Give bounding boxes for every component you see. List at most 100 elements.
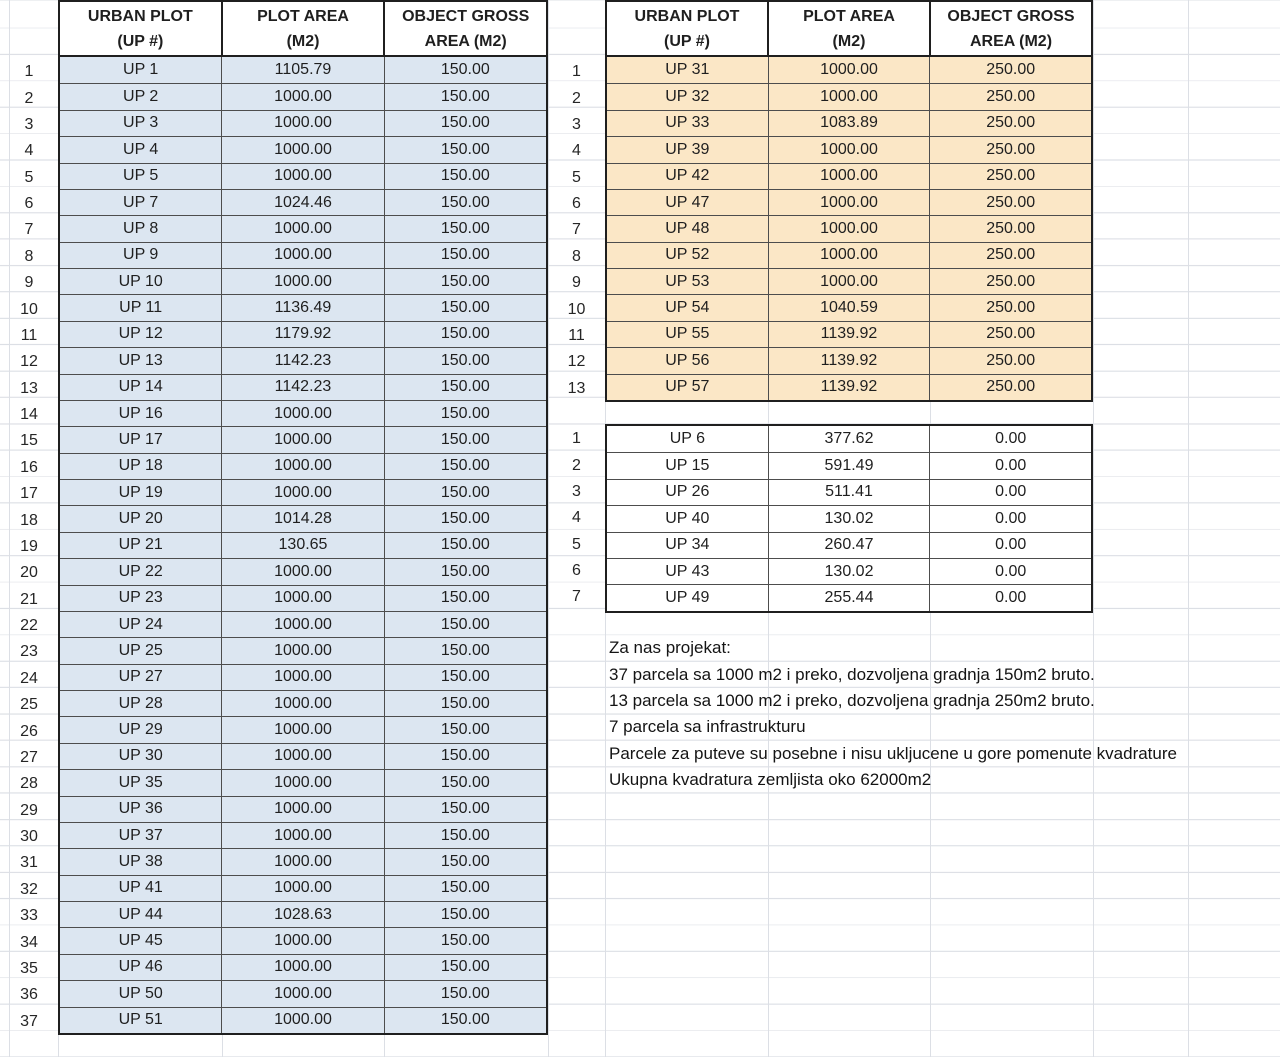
cell-gross-area[interactable]: 250.00 xyxy=(929,374,1091,400)
cell-plot-area[interactable]: 1000.00 xyxy=(221,427,383,453)
row-number[interactable]: 32 xyxy=(20,880,38,898)
note-line[interactable]: Parcele za puteve su posebne i nisu uklj… xyxy=(609,743,1177,763)
cell-urban-plot[interactable]: UP 51 xyxy=(118,1011,163,1029)
header-gross-area[interactable]: OBJECT GROSS AREA (M2) xyxy=(929,2,1091,55)
cell-gross-area[interactable]: 150.00 xyxy=(383,717,546,743)
cell-plot-area[interactable]: 1139.92 xyxy=(767,348,930,374)
cell-urban-plot[interactable]: UP 24 xyxy=(118,615,163,633)
cell-urban-plot[interactable]: UP 17 xyxy=(118,430,163,448)
cell-urban-plot[interactable]: UP 19 xyxy=(118,483,163,501)
cell-plot-area[interactable]: 377.62 xyxy=(767,426,930,453)
cell-plot-area[interactable]: 1000.00 xyxy=(221,638,383,664)
note-line[interactable]: Za nas projekat: xyxy=(609,638,731,658)
cell-urban-plot[interactable]: UP 2 xyxy=(123,88,159,106)
row-number[interactable]: 24 xyxy=(20,669,38,687)
cell-urban-plot[interactable]: UP 5 xyxy=(123,167,159,185)
cell-plot-area[interactable]: 1105.79 xyxy=(221,57,383,84)
cell-urban-plot[interactable]: UP 53 xyxy=(665,272,710,290)
row-number[interactable]: 2 xyxy=(572,89,581,107)
cell-plot-area[interactable]: 1000.00 xyxy=(767,189,930,216)
cell-gross-area[interactable]: 150.00 xyxy=(383,928,546,954)
row-number[interactable]: 20 xyxy=(20,564,38,582)
cell-urban-plot[interactable]: UP 42 xyxy=(665,167,710,185)
row-number[interactable]: 6 xyxy=(572,562,581,580)
cell-plot-area[interactable]: 1024.46 xyxy=(221,189,383,216)
cell-gross-area[interactable]: 0.00 xyxy=(929,453,1091,479)
row-number[interactable]: 28 xyxy=(20,775,38,793)
row-number[interactable]: 6 xyxy=(572,195,581,213)
cell-urban-plot[interactable]: UP 46 xyxy=(118,958,163,976)
row-number[interactable]: 3 xyxy=(24,115,34,133)
cell-urban-plot[interactable]: UP 18 xyxy=(118,457,163,475)
cell-plot-area[interactable]: 1000.00 xyxy=(767,57,930,84)
cell-gross-area[interactable]: 150.00 xyxy=(383,57,546,84)
cell-urban-plot[interactable]: UP 25 xyxy=(118,641,163,659)
row-number[interactable]: 1 xyxy=(24,63,34,81)
cell-plot-area[interactable]: 1000.00 xyxy=(221,954,383,981)
cell-gross-area[interactable]: 250.00 xyxy=(929,84,1091,110)
cell-urban-plot[interactable]: UP 56 xyxy=(665,351,710,369)
row-number[interactable]: 6 xyxy=(24,195,34,213)
cell-urban-plot[interactable]: UP 33 xyxy=(665,114,710,132)
cell-urban-plot[interactable]: UP 21 xyxy=(118,536,163,554)
row-number[interactable]: 11 xyxy=(568,326,585,344)
cell-urban-plot[interactable]: UP 16 xyxy=(118,404,163,422)
cell-urban-plot[interactable]: UP 52 xyxy=(665,246,710,264)
row-number[interactable]: 19 xyxy=(20,537,38,555)
row-number[interactable]: 7 xyxy=(24,221,34,239)
cell-gross-area[interactable]: 250.00 xyxy=(929,216,1091,242)
cell-gross-area[interactable]: 150.00 xyxy=(383,1007,546,1033)
row-number[interactable]: 7 xyxy=(572,221,581,239)
cell-gross-area[interactable]: 150.00 xyxy=(383,770,546,796)
cell-gross-area[interactable]: 150.00 xyxy=(383,611,546,638)
cell-gross-area[interactable]: 150.00 xyxy=(383,954,546,981)
cell-plot-area[interactable]: 1000.00 xyxy=(221,611,383,638)
row-number[interactable]: 13 xyxy=(20,379,38,397)
cell-urban-plot[interactable]: UP 11 xyxy=(119,299,163,317)
cell-gross-area[interactable]: 250.00 xyxy=(929,163,1091,189)
cell-gross-area[interactable]: 150.00 xyxy=(383,163,546,189)
cell-gross-area[interactable]: 150.00 xyxy=(383,321,546,348)
cell-plot-area[interactable]: 1000.00 xyxy=(221,242,383,268)
cell-urban-plot[interactable]: UP 7 xyxy=(123,193,159,211)
note-line[interactable]: Ukupna kvadratura zemljista oko 62000m2 xyxy=(609,770,932,790)
cell-gross-area[interactable]: 150.00 xyxy=(383,796,546,822)
cell-plot-area[interactable]: 1000.00 xyxy=(221,849,383,875)
cell-gross-area[interactable]: 150.00 xyxy=(383,902,546,928)
cell-plot-area[interactable]: 1000.00 xyxy=(767,137,930,163)
cell-gross-area[interactable]: 0.00 xyxy=(929,532,1091,558)
cell-urban-plot[interactable]: UP 22 xyxy=(118,562,163,580)
cell-plot-area[interactable]: 1000.00 xyxy=(767,84,930,110)
cell-urban-plot[interactable]: UP 50 xyxy=(118,984,163,1002)
cell-urban-plot[interactable]: UP 29 xyxy=(118,721,163,739)
cell-plot-area[interactable]: 130.02 xyxy=(767,558,930,585)
cell-plot-area[interactable]: 1000.00 xyxy=(221,453,383,479)
cell-gross-area[interactable]: 150.00 xyxy=(383,216,546,242)
row-number[interactable]: 27 xyxy=(20,748,38,766)
cell-gross-area[interactable]: 150.00 xyxy=(383,743,546,770)
cell-gross-area[interactable]: 0.00 xyxy=(929,506,1091,532)
cell-urban-plot[interactable]: UP 45 xyxy=(118,932,163,950)
row-number[interactable]: 3 xyxy=(572,482,581,500)
row-number[interactable]: 18 xyxy=(20,511,38,529)
note-line[interactable]: 7 parcela sa infrastrukturu xyxy=(609,717,806,737)
cell-plot-area[interactable]: 1142.23 xyxy=(221,374,383,400)
cell-urban-plot[interactable]: UP 47 xyxy=(665,193,710,211)
row-number[interactable]: 8 xyxy=(572,247,581,265)
cell-urban-plot[interactable]: UP 34 xyxy=(665,536,710,554)
header-plot-area[interactable]: PLOT AREA (M2) xyxy=(220,2,384,55)
cell-plot-area[interactable]: 1000.00 xyxy=(221,928,383,954)
row-number[interactable]: 12 xyxy=(567,353,586,371)
cell-gross-area[interactable]: 150.00 xyxy=(383,189,546,216)
cell-gross-area[interactable]: 150.00 xyxy=(383,295,546,321)
row-number[interactable]: 1 xyxy=(572,430,581,448)
row-number[interactable]: 35 xyxy=(20,959,38,977)
cell-urban-plot[interactable]: UP 8 xyxy=(123,219,159,237)
cell-plot-area[interactable]: 1040.59 xyxy=(767,295,930,321)
cell-plot-area[interactable]: 1136.49 xyxy=(221,295,383,321)
cell-plot-area[interactable]: 1000.00 xyxy=(221,480,383,506)
cell-plot-area[interactable]: 1000.00 xyxy=(221,875,383,901)
cell-plot-area[interactable]: 1000.00 xyxy=(221,981,383,1007)
row-number[interactable]: 12 xyxy=(20,353,38,371)
cell-urban-plot[interactable]: UP 28 xyxy=(118,694,163,712)
